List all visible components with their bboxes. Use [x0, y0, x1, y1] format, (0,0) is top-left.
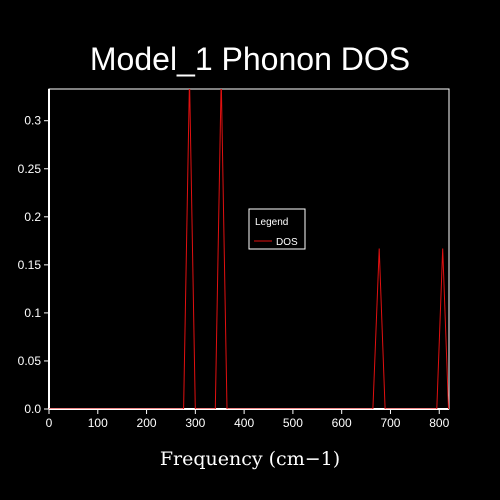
legend-entry-dos: DOS: [276, 237, 298, 248]
x-axis-label: Frequency (cm−1): [160, 448, 340, 470]
y-tick-label: 0.3: [24, 114, 41, 128]
x-tick-label: 200: [137, 416, 157, 430]
x-tick-label: 800: [429, 416, 449, 430]
x-tick-label: 100: [88, 416, 108, 430]
series-line-dos: [49, 89, 449, 409]
x-tick-label: 500: [283, 416, 303, 430]
y-tick-label: 0.25: [18, 162, 42, 176]
x-tick-label: 400: [234, 416, 254, 430]
x-tick-label: 700: [380, 416, 400, 430]
chart-title: Model_1 Phonon DOS: [90, 41, 410, 77]
y-tick-label: 0.05: [18, 354, 42, 368]
y-tick-label: 0.15: [18, 258, 42, 272]
axis-ticks: 0 100 200 300 400 500 600 700 800 0.0 0.05 0.1 0.15 0…: [18, 114, 450, 430]
x-tick-label: 600: [332, 416, 352, 430]
y-tick-label: 0.1: [24, 306, 41, 320]
x-tick-label: 300: [185, 416, 205, 430]
legend-title: Legend: [255, 217, 288, 228]
legend-box: [248, 208, 306, 250]
series-group: [49, 89, 449, 409]
y-tick-label: 0.0: [24, 402, 41, 416]
x-tick-label: 0: [46, 416, 53, 430]
y-tick-label: 0.2: [24, 210, 41, 224]
legend: Legend DOS: [248, 208, 306, 250]
